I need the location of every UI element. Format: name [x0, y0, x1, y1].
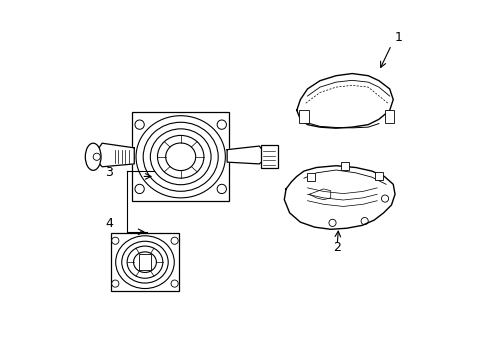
Ellipse shape — [217, 184, 226, 194]
Text: 4: 4 — [105, 217, 113, 230]
Ellipse shape — [217, 120, 226, 129]
Ellipse shape — [127, 246, 163, 278]
Ellipse shape — [112, 237, 119, 244]
Ellipse shape — [116, 236, 174, 288]
Ellipse shape — [157, 135, 204, 178]
Ellipse shape — [171, 237, 178, 244]
Text: 2: 2 — [334, 241, 342, 254]
Text: 3: 3 — [105, 166, 113, 179]
Bar — [299, 110, 309, 123]
Ellipse shape — [136, 116, 225, 198]
Polygon shape — [284, 166, 395, 229]
Bar — [341, 162, 349, 170]
Bar — [132, 112, 229, 202]
Polygon shape — [297, 73, 393, 128]
Text: 1: 1 — [395, 31, 403, 44]
Bar — [375, 172, 383, 180]
Bar — [261, 145, 278, 168]
Ellipse shape — [166, 143, 196, 171]
Ellipse shape — [135, 184, 144, 194]
Polygon shape — [227, 146, 268, 164]
Bar — [139, 254, 151, 270]
Ellipse shape — [85, 143, 101, 170]
Bar — [385, 110, 394, 123]
Ellipse shape — [134, 252, 156, 273]
Ellipse shape — [112, 280, 119, 287]
Polygon shape — [93, 143, 134, 167]
Bar — [111, 233, 179, 292]
Bar — [307, 173, 315, 181]
Ellipse shape — [171, 280, 178, 287]
Ellipse shape — [143, 122, 218, 191]
Ellipse shape — [135, 120, 144, 129]
Ellipse shape — [150, 129, 211, 185]
Ellipse shape — [122, 241, 168, 283]
